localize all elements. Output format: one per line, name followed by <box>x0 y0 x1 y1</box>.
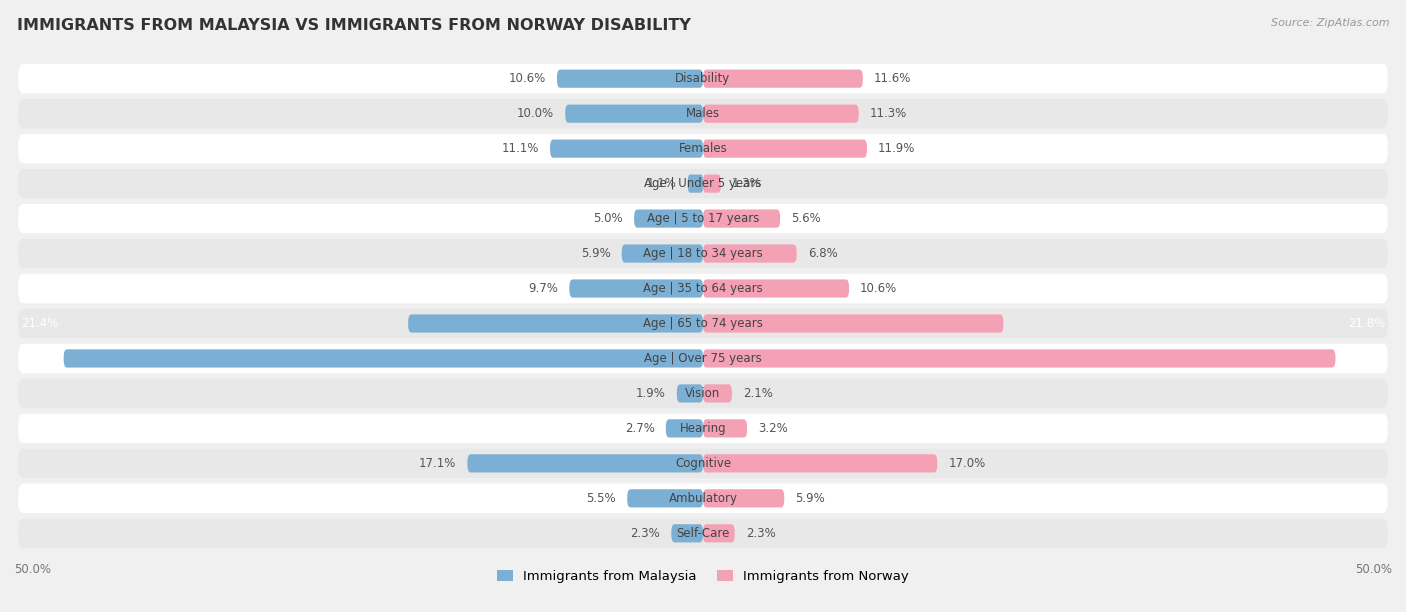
Text: Hearing: Hearing <box>679 422 727 435</box>
FancyBboxPatch shape <box>703 419 747 438</box>
FancyBboxPatch shape <box>18 483 1388 513</box>
Text: 17.0%: 17.0% <box>948 457 986 470</box>
Text: 21.4%: 21.4% <box>21 317 58 330</box>
FancyBboxPatch shape <box>467 454 703 472</box>
Text: 3.2%: 3.2% <box>758 422 787 435</box>
FancyBboxPatch shape <box>18 414 1388 443</box>
FancyBboxPatch shape <box>557 70 703 88</box>
Text: Disability: Disability <box>675 72 731 85</box>
FancyBboxPatch shape <box>18 64 1388 94</box>
Text: 21.8%: 21.8% <box>1348 317 1385 330</box>
FancyBboxPatch shape <box>627 489 703 507</box>
FancyBboxPatch shape <box>703 140 868 158</box>
Text: 5.9%: 5.9% <box>796 492 825 505</box>
FancyBboxPatch shape <box>676 384 703 403</box>
Text: 5.5%: 5.5% <box>586 492 616 505</box>
Text: Vision: Vision <box>685 387 721 400</box>
FancyBboxPatch shape <box>18 379 1388 408</box>
Text: 11.1%: 11.1% <box>502 142 538 155</box>
Text: 17.1%: 17.1% <box>419 457 457 470</box>
FancyBboxPatch shape <box>18 99 1388 129</box>
Text: 11.3%: 11.3% <box>870 107 907 120</box>
FancyBboxPatch shape <box>550 140 703 158</box>
Text: 2.1%: 2.1% <box>742 387 773 400</box>
Text: 46.4%: 46.4% <box>21 352 58 365</box>
FancyBboxPatch shape <box>18 344 1388 373</box>
Text: 9.7%: 9.7% <box>529 282 558 295</box>
Text: 6.8%: 6.8% <box>807 247 838 260</box>
FancyBboxPatch shape <box>621 244 703 263</box>
FancyBboxPatch shape <box>688 174 703 193</box>
Text: 5.0%: 5.0% <box>593 212 623 225</box>
FancyBboxPatch shape <box>703 349 1336 368</box>
FancyBboxPatch shape <box>18 309 1388 338</box>
FancyBboxPatch shape <box>18 134 1388 163</box>
FancyBboxPatch shape <box>18 449 1388 478</box>
Text: Source: ZipAtlas.com: Source: ZipAtlas.com <box>1271 18 1389 28</box>
Text: 11.9%: 11.9% <box>877 142 915 155</box>
Text: 5.9%: 5.9% <box>581 247 610 260</box>
FancyBboxPatch shape <box>63 349 703 368</box>
Text: 1.9%: 1.9% <box>636 387 666 400</box>
Text: Age | 65 to 74 years: Age | 65 to 74 years <box>643 317 763 330</box>
Text: Age | 18 to 34 years: Age | 18 to 34 years <box>643 247 763 260</box>
Text: Females: Females <box>679 142 727 155</box>
FancyBboxPatch shape <box>703 105 859 123</box>
FancyBboxPatch shape <box>18 204 1388 233</box>
Text: 10.0%: 10.0% <box>517 107 554 120</box>
FancyBboxPatch shape <box>671 524 703 542</box>
Text: Males: Males <box>686 107 720 120</box>
FancyBboxPatch shape <box>634 209 703 228</box>
Text: Age | Under 5 years: Age | Under 5 years <box>644 177 762 190</box>
Text: Self-Care: Self-Care <box>676 527 730 540</box>
FancyBboxPatch shape <box>565 105 703 123</box>
Text: Cognitive: Cognitive <box>675 457 731 470</box>
Text: Age | 35 to 64 years: Age | 35 to 64 years <box>643 282 763 295</box>
FancyBboxPatch shape <box>703 209 780 228</box>
Text: 10.6%: 10.6% <box>860 282 897 295</box>
FancyBboxPatch shape <box>703 280 849 297</box>
Text: 50.0%: 50.0% <box>14 563 51 576</box>
FancyBboxPatch shape <box>703 244 797 263</box>
Text: 10.6%: 10.6% <box>509 72 546 85</box>
FancyBboxPatch shape <box>703 70 863 88</box>
Text: 2.7%: 2.7% <box>624 422 655 435</box>
FancyBboxPatch shape <box>666 419 703 438</box>
FancyBboxPatch shape <box>703 524 735 542</box>
Text: 50.0%: 50.0% <box>1355 563 1392 576</box>
FancyBboxPatch shape <box>18 239 1388 268</box>
Legend: Immigrants from Malaysia, Immigrants from Norway: Immigrants from Malaysia, Immigrants fro… <box>492 565 914 588</box>
Text: Age | Over 75 years: Age | Over 75 years <box>644 352 762 365</box>
Text: IMMIGRANTS FROM MALAYSIA VS IMMIGRANTS FROM NORWAY DISABILITY: IMMIGRANTS FROM MALAYSIA VS IMMIGRANTS F… <box>17 18 690 34</box>
FancyBboxPatch shape <box>703 489 785 507</box>
FancyBboxPatch shape <box>703 174 721 193</box>
FancyBboxPatch shape <box>18 518 1388 548</box>
Text: 2.3%: 2.3% <box>745 527 776 540</box>
Text: 2.3%: 2.3% <box>630 527 661 540</box>
Text: Age | 5 to 17 years: Age | 5 to 17 years <box>647 212 759 225</box>
Text: 45.9%: 45.9% <box>1348 352 1385 365</box>
Text: Ambulatory: Ambulatory <box>668 492 738 505</box>
FancyBboxPatch shape <box>408 315 703 332</box>
FancyBboxPatch shape <box>18 169 1388 198</box>
Text: 11.6%: 11.6% <box>875 72 911 85</box>
FancyBboxPatch shape <box>703 454 938 472</box>
Text: 1.1%: 1.1% <box>647 177 676 190</box>
Text: 1.3%: 1.3% <box>733 177 762 190</box>
FancyBboxPatch shape <box>703 384 733 403</box>
Text: 5.6%: 5.6% <box>792 212 821 225</box>
FancyBboxPatch shape <box>703 315 1004 332</box>
FancyBboxPatch shape <box>569 280 703 297</box>
FancyBboxPatch shape <box>18 274 1388 303</box>
